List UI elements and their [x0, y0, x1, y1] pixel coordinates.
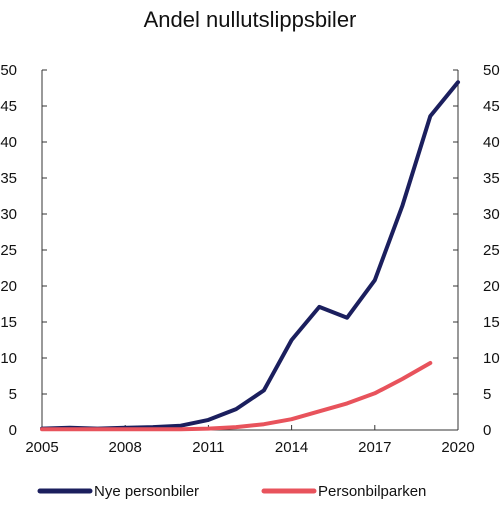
legend-item-nye-personbiler: Nye personbiler	[37, 483, 199, 500]
series-points-0	[40, 80, 460, 430]
y-tick-label-right: 20	[483, 278, 500, 295]
y-ticks-right: 0 5 10 15 20 25 30 35 40 45 50	[453, 62, 500, 439]
y-tick-label-right: 50	[483, 62, 500, 79]
y-tick-label-right: 15	[483, 314, 500, 331]
data-point	[40, 427, 44, 431]
data-point	[151, 427, 155, 431]
x-ticks: 2005 2008 2011 2014 2017 2020	[25, 425, 475, 456]
data-point	[179, 424, 183, 428]
data-point	[68, 427, 72, 431]
y-tick-label-right: 5	[483, 386, 491, 403]
data-point	[123, 427, 127, 431]
data-point	[262, 388, 266, 392]
data-point	[290, 417, 294, 421]
series-line-nye-personbiler	[40, 80, 460, 431]
data-point	[401, 203, 405, 207]
data-point	[317, 409, 321, 413]
data-point	[373, 391, 377, 395]
data-point	[290, 338, 294, 342]
chart-title: Andel nullutslippsbiler	[144, 7, 357, 32]
y-tick-label-right: 35	[483, 170, 500, 187]
y-ticks-left: 0 5 10 15 20 25 30 35 40 45 50	[0, 62, 47, 439]
series-layer	[40, 80, 460, 432]
data-point	[179, 427, 183, 431]
data-point	[317, 305, 321, 309]
data-point	[456, 80, 460, 84]
data-point	[373, 278, 377, 282]
y-tick-label-right: 45	[483, 98, 500, 115]
data-point	[95, 427, 99, 431]
legend-item-personbilparken: Personbilparken	[261, 483, 426, 500]
x-tick-label: 2014	[275, 439, 308, 456]
y-tick-label-right: 40	[483, 134, 500, 151]
y-tick-label-left: 0	[9, 422, 17, 439]
y-tick-label-right: 30	[483, 206, 500, 223]
y-tick-label-right: 0	[483, 422, 491, 439]
x-tick-label: 2017	[358, 439, 391, 456]
data-point	[206, 427, 210, 431]
series-line-personbilparken	[40, 361, 433, 432]
x-tick-label: 2008	[109, 439, 142, 456]
y-tick-label-left: 50	[0, 62, 17, 79]
x-tick-label: 2005	[25, 439, 58, 456]
y-tick-label-left: 20	[0, 278, 17, 295]
legend: Nye personbiler Personbilparken	[37, 483, 426, 500]
data-point	[345, 401, 349, 405]
y-tick-label-left: 10	[0, 350, 17, 367]
series-points-1	[40, 361, 432, 431]
data-point	[345, 316, 349, 320]
y-tick-label-left: 30	[0, 206, 17, 223]
y-tick-label-left: 5	[9, 386, 17, 403]
legend-label-nye-personbiler: Nye personbiler	[94, 483, 199, 500]
y-tick-label-right: 10	[483, 350, 500, 367]
y-tick-label-left: 15	[0, 314, 17, 331]
x-tick-label: 2020	[441, 439, 474, 456]
data-point	[401, 377, 405, 381]
y-tick-label-left: 25	[0, 242, 17, 259]
y-tick-label-left: 45	[0, 98, 17, 115]
axes	[41, 70, 459, 431]
y-tick-label-left: 35	[0, 170, 17, 187]
data-point	[262, 422, 266, 426]
y-tick-label-right: 25	[483, 242, 500, 259]
data-point	[234, 407, 238, 411]
data-point	[234, 425, 238, 429]
data-point	[428, 114, 432, 118]
legend-label-personbilparken: Personbilparken	[318, 483, 426, 500]
y-tick-label-left: 40	[0, 134, 17, 151]
data-point	[206, 418, 210, 422]
x-tick-label: 2011	[192, 439, 224, 456]
data-point	[428, 361, 432, 365]
